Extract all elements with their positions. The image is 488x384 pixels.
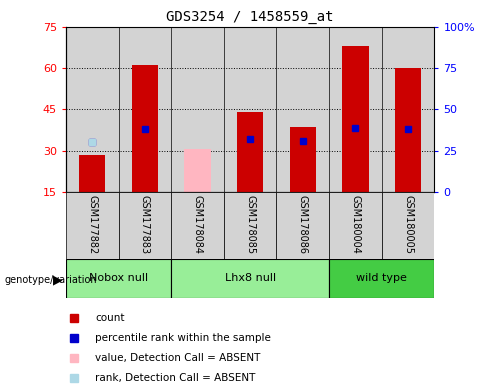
Bar <box>224 27 276 192</box>
Bar <box>382 27 434 192</box>
Bar <box>184 149 211 192</box>
Text: wild type: wild type <box>356 273 407 283</box>
Text: GSM178086: GSM178086 <box>298 195 308 254</box>
Bar <box>119 27 171 192</box>
Text: GSM177883: GSM177883 <box>140 195 150 255</box>
Bar <box>171 259 329 298</box>
Bar <box>79 155 105 192</box>
Bar <box>289 127 316 192</box>
Bar <box>276 192 329 259</box>
Text: Nobox null: Nobox null <box>89 273 148 283</box>
Text: genotype/variation: genotype/variation <box>5 275 98 285</box>
Bar <box>382 192 434 259</box>
Bar <box>329 192 382 259</box>
Bar <box>119 192 171 259</box>
Text: rank, Detection Call = ABSENT: rank, Detection Call = ABSENT <box>95 373 256 383</box>
Text: GSM178084: GSM178084 <box>192 195 203 254</box>
Bar <box>132 65 158 192</box>
Text: GSM180004: GSM180004 <box>350 195 360 254</box>
Bar <box>237 112 263 192</box>
Text: GSM180005: GSM180005 <box>403 195 413 254</box>
Bar <box>329 259 434 298</box>
Text: GSM177882: GSM177882 <box>87 195 97 255</box>
Text: value, Detection Call = ABSENT: value, Detection Call = ABSENT <box>95 353 261 363</box>
Bar <box>276 27 329 192</box>
Bar <box>66 259 171 298</box>
Text: ▶: ▶ <box>53 273 62 286</box>
Text: Lhx8 null: Lhx8 null <box>224 273 276 283</box>
Bar <box>79 155 105 192</box>
Title: GDS3254 / 1458559_at: GDS3254 / 1458559_at <box>166 10 334 25</box>
Bar <box>395 68 421 192</box>
Bar <box>171 27 224 192</box>
Bar <box>66 192 119 259</box>
Bar <box>342 46 368 192</box>
Text: GSM178085: GSM178085 <box>245 195 255 255</box>
Bar <box>224 192 276 259</box>
Text: count: count <box>95 313 125 323</box>
Bar <box>66 27 119 192</box>
Bar <box>171 192 224 259</box>
Text: percentile rank within the sample: percentile rank within the sample <box>95 333 271 343</box>
Bar <box>329 27 382 192</box>
